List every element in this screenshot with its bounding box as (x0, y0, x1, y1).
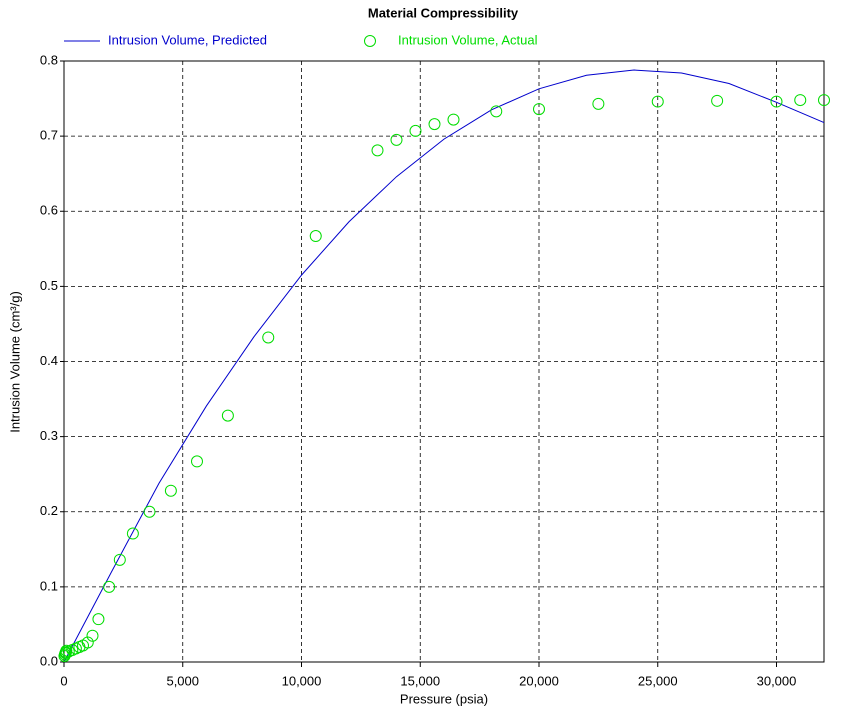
actual-point (191, 455, 203, 468)
y-tick-label: 0.4 (40, 353, 58, 368)
actual-point (143, 505, 156, 518)
x-tick-label: 20,000 (519, 673, 559, 688)
actual-point (92, 613, 105, 626)
x-tick-label: 30,000 (757, 673, 797, 688)
actual-point (86, 629, 99, 642)
actual-point (794, 94, 807, 107)
actual-point (409, 124, 422, 137)
y-tick-label: 0.3 (40, 428, 58, 443)
actual-point (490, 105, 503, 118)
actual-point (428, 118, 441, 131)
actual-point (103, 580, 116, 593)
legend-label: Intrusion Volume, Actual (398, 32, 538, 47)
actual-point (711, 94, 724, 107)
legend-label: Intrusion Volume, Predicted (108, 32, 267, 47)
actual-point (221, 409, 234, 422)
actual-point (770, 95, 783, 108)
legend-swatch (364, 35, 376, 47)
actual-point (164, 484, 177, 497)
y-tick-label: 0.5 (40, 278, 58, 293)
x-tick-label: 0 (60, 673, 67, 688)
actual-point (533, 103, 545, 116)
y-tick-label: 0.7 (40, 128, 58, 143)
actual-point (262, 331, 275, 344)
actual-point (371, 144, 384, 157)
x-axis-label: Pressure (psia) (400, 691, 488, 706)
actual-point (651, 95, 664, 108)
actual-point (818, 94, 830, 107)
x-tick-label: 15,000 (400, 673, 440, 688)
actual-point (81, 636, 94, 649)
y-tick-label: 0.8 (40, 52, 58, 67)
y-tick-label: 0.1 (40, 578, 58, 593)
actual-point (126, 527, 139, 540)
y-tick-label: 0.2 (40, 503, 58, 518)
actual-point (592, 97, 605, 110)
actual-point (447, 113, 460, 126)
x-tick-label: 5,000 (166, 673, 199, 688)
x-tick-label: 10,000 (282, 673, 322, 688)
y-tick-label: 0.0 (40, 653, 58, 668)
x-tick-label: 25,000 (638, 673, 678, 688)
y-tick-label: 0.6 (40, 203, 58, 218)
chart-title: Material Compressibility (368, 5, 519, 20)
y-axis-label: Intrusion Volume (cm³/g) (7, 291, 22, 433)
plot-border (63, 60, 825, 663)
actual-point (309, 230, 322, 243)
actual-point (113, 553, 126, 566)
actual-point (390, 133, 403, 146)
predicted-line (63, 69, 825, 663)
